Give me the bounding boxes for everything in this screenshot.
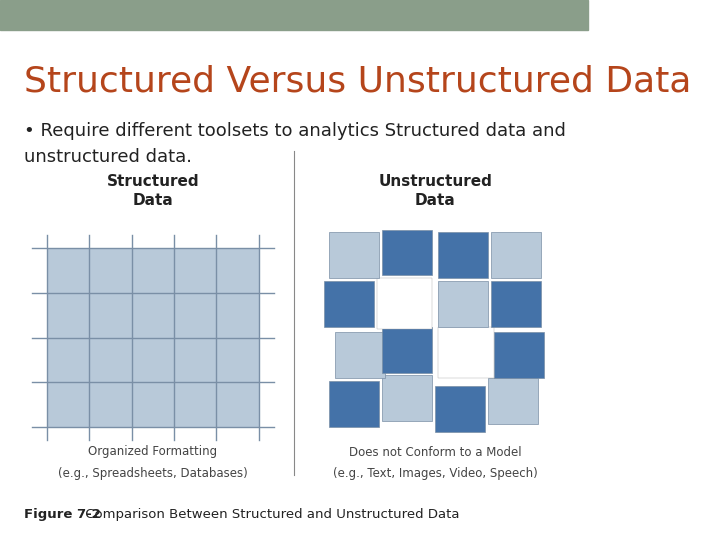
Text: (e.g., Text, Images, Video, Speech): (e.g., Text, Images, Video, Speech) [333,467,538,480]
Bar [438,327,494,378]
Bar [377,278,433,329]
Text: Unstructured
Data: Unstructured Data [379,174,492,208]
Bar [494,332,544,378]
Text: Figure 7-2: Figure 7-2 [24,508,100,521]
Bar [488,378,539,424]
Bar [491,281,541,327]
Bar [47,248,259,427]
Bar [0,0,588,30]
Bar [491,232,541,278]
Bar [336,332,385,378]
Text: Structured
Data: Structured Data [107,174,199,208]
Bar [382,230,433,275]
Bar [323,281,374,327]
Text: Does not Conform to a Model: Does not Conform to a Model [349,446,522,458]
Bar [330,381,379,427]
Bar [436,386,485,432]
Text: • Require different toolsets to analytics Structured data and
unstructured data.: • Require different toolsets to analytic… [24,122,565,166]
Bar [438,232,488,278]
Bar [330,232,379,278]
Text: Comparison Between Structured and Unstructured Data: Comparison Between Structured and Unstru… [81,508,459,521]
Bar [382,375,433,421]
Text: Organized Formatting: Organized Formatting [89,446,217,458]
Text: (e.g., Spreadsheets, Databases): (e.g., Spreadsheets, Databases) [58,467,248,480]
Text: Structured Versus Unstructured Data: Structured Versus Unstructured Data [24,65,691,99]
Bar [438,281,488,327]
Bar [382,327,433,373]
